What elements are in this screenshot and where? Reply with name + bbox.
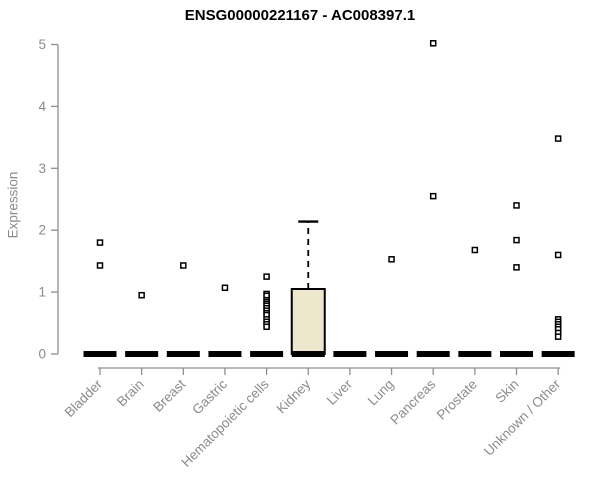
x-tick-label-lung: Lung	[365, 377, 397, 409]
median-bar-gastric	[208, 351, 242, 357]
y-tick-label: 1	[38, 285, 46, 300]
median-bar-kidney	[291, 351, 325, 357]
x-tick-label-unknown-other: Unknown / Other	[481, 376, 564, 459]
outlier-point-skin	[513, 236, 520, 244]
y-tick-label: 5	[38, 37, 46, 52]
median-bar-hematopoietic-cells	[250, 351, 284, 357]
outlier-point-pancreas	[429, 192, 437, 200]
median-bar-bladder	[83, 351, 117, 357]
median-bar-brain	[125, 351, 159, 357]
outlier-point-bladder	[96, 262, 104, 269]
outlier-point-prostate	[471, 246, 479, 254]
outlier-point-lung	[388, 256, 395, 263]
outlier-point-skin	[513, 264, 520, 271]
median-bar-prostate	[458, 351, 492, 357]
outlier-point-unknown-other	[554, 135, 562, 142]
median-bar-unknown-other	[541, 351, 575, 357]
outlier-point-breast	[180, 262, 187, 269]
median-bar-pancreas	[416, 351, 450, 357]
median-bar-liver	[333, 351, 367, 357]
x-tick-label-bladder: Bladder	[62, 376, 106, 420]
x-tick-label-pancreas: Pancreas	[387, 376, 438, 427]
outlier-point-pancreas	[429, 40, 437, 47]
box-kidney	[290, 288, 326, 356]
median-bar-lung	[375, 351, 409, 357]
median-bar-skin	[500, 351, 533, 357]
chart-title: ENSG00000221167 - AC008397.1	[184, 7, 416, 24]
outlier-point-skin	[513, 202, 520, 209]
outlier-point-bladder	[96, 239, 104, 246]
y-tick-label: 4	[38, 99, 46, 114]
y-tick-label: 0	[38, 347, 46, 362]
outlier-point-unknown-other	[554, 333, 562, 340]
x-tick-label-prostate: Prostate	[434, 377, 480, 423]
x-tick-label-breast: Breast	[150, 376, 188, 414]
x-tick-label-liver: Liver	[324, 376, 356, 408]
outlier-point-hematopoietic-cells	[263, 323, 270, 331]
x-tick-label-brain: Brain	[114, 377, 147, 410]
outlier-point-gastric	[221, 284, 229, 292]
x-tick-label-kidney: Kidney	[274, 376, 314, 416]
outlier-point-unknown-other	[554, 251, 562, 259]
x-tick-label-skin: Skin	[492, 377, 521, 406]
x-tick-label-gastric: Gastric	[189, 376, 230, 417]
outlier-point-hematopoietic-cells	[263, 273, 270, 280]
y-tick-label: 3	[38, 161, 46, 176]
outlier-point-brain	[138, 291, 145, 299]
y-tick-label: 2	[38, 223, 46, 238]
median-bar-breast	[166, 351, 200, 357]
